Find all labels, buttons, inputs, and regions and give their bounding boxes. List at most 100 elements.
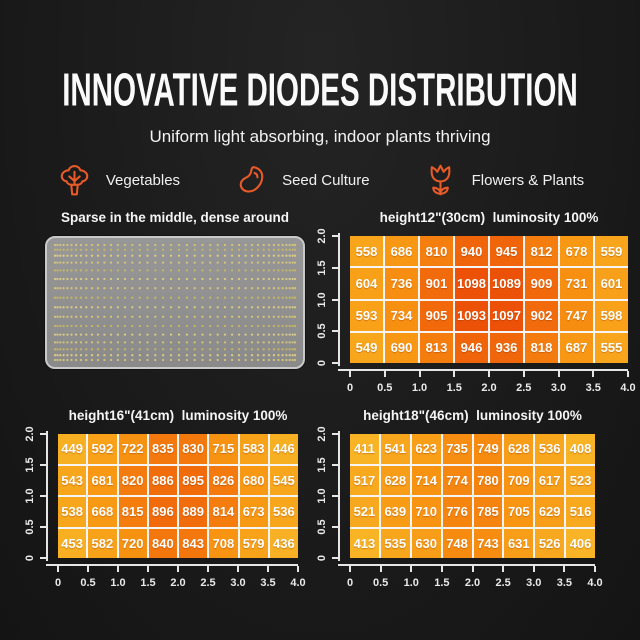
x-axis-tick bbox=[522, 371, 525, 377]
x-axis-tick bbox=[627, 371, 629, 377]
x-axis-tick bbox=[237, 566, 239, 572]
heatmap-cell: 813 bbox=[420, 332, 453, 363]
x-axis-tick-label: 3.0 bbox=[550, 382, 567, 394]
heatmap-cell: 526 bbox=[535, 528, 565, 558]
x-axis-tick-label: 4.0 bbox=[290, 577, 306, 589]
x-axis-line bbox=[46, 564, 298, 566]
x-axis-tick-label: 3.5 bbox=[556, 577, 573, 589]
heatmap-cell: 776 bbox=[442, 497, 472, 527]
quadrant-chart-height16: height16"(41cm) luminosity 100% 449 592 72… bbox=[0, 400, 320, 630]
heatmap-cell: 889 bbox=[179, 497, 208, 527]
category-label: Flowers & Plants bbox=[471, 172, 585, 189]
heatmap-cell: 617 bbox=[535, 465, 565, 495]
x-axis-tick-label: 1.5 bbox=[446, 382, 462, 394]
heatmap-cell: 536 bbox=[269, 497, 298, 527]
heatmap-cell: 687 bbox=[560, 332, 593, 363]
heatmap-cell: 843 bbox=[179, 528, 208, 558]
x-axis-tick-label: 2.0 bbox=[464, 577, 481, 589]
heatmap-cell: 631 bbox=[504, 528, 534, 558]
heatmap-cell: 543 bbox=[58, 465, 87, 495]
heatmap-cell: 736 bbox=[385, 268, 418, 299]
x-axis-tick-label: 3.5 bbox=[260, 577, 276, 589]
heatmap-cell: 709 bbox=[504, 465, 534, 495]
heatmap-cell: 668 bbox=[88, 497, 117, 527]
y-axis-tick-label: 1.5 bbox=[24, 457, 36, 473]
content-grid: Sparse in the middle, dense around heigh… bbox=[0, 210, 640, 630]
x-axis-tick bbox=[383, 371, 386, 377]
quadrant-chart-height18: height18"(46cm) luminosity 100% 411 541 62… bbox=[316, 400, 640, 630]
heatmap-cell: 630 bbox=[411, 528, 441, 558]
category-label: Seed Culture bbox=[282, 172, 370, 189]
heatmap-cell: 946 bbox=[455, 332, 488, 363]
x-axis-tick bbox=[563, 566, 566, 572]
y-axis-tick bbox=[332, 266, 338, 269]
x-axis-tick bbox=[440, 566, 443, 572]
heatmap-cell: 909 bbox=[525, 268, 558, 299]
x-axis-tick-label: 0 bbox=[54, 577, 62, 589]
x-axis-tick bbox=[87, 566, 89, 572]
x-axis-tick bbox=[594, 566, 596, 572]
x-axis-tick-label: 4.0 bbox=[587, 577, 603, 589]
heatmap-cell: 639 bbox=[380, 497, 410, 527]
heatmap-cell: 830 bbox=[179, 434, 208, 464]
y-axis-tick bbox=[332, 330, 338, 333]
heatmap-cell: 582 bbox=[88, 528, 117, 558]
heatmap-cell: 1089 bbox=[490, 268, 523, 299]
x-axis-tick-label: 0 bbox=[346, 577, 354, 589]
y-axis-line bbox=[338, 431, 340, 561]
heatmap-cell: 592 bbox=[88, 434, 117, 464]
y-axis-tick bbox=[332, 464, 338, 466]
x-axis-tick-label: 3.0 bbox=[230, 577, 246, 589]
heatmap-cell: 747 bbox=[560, 300, 593, 331]
x-axis-tick-label: 2.5 bbox=[495, 577, 511, 589]
x-axis-line bbox=[338, 369, 628, 371]
heatmap-cell: 896 bbox=[148, 497, 177, 527]
heatmap-cell: 734 bbox=[385, 300, 418, 331]
heatmap-cell: 1097 bbox=[490, 300, 523, 331]
heatmap-cell: 598 bbox=[595, 300, 628, 331]
x-axis-tick bbox=[147, 566, 149, 572]
heatmap-cell: 629 bbox=[535, 497, 565, 527]
heatmap-cell: 517 bbox=[350, 465, 379, 495]
heatmap-cell: 710 bbox=[411, 497, 441, 527]
heatmap-cell: 748 bbox=[442, 528, 472, 558]
x-axis-tick-label: 1.5 bbox=[434, 577, 450, 589]
diode-dot-field bbox=[53, 243, 297, 362]
heatmap-cell: 835 bbox=[148, 434, 177, 464]
quadrant-diode-layout: Sparse in the middle, dense around bbox=[0, 210, 320, 400]
category-label: Vegetables bbox=[105, 172, 181, 189]
x-axis-tick-label: 2.5 bbox=[516, 382, 532, 394]
y-axis-tick-label: 2.0 bbox=[316, 426, 328, 442]
heatmap-cell: 810 bbox=[420, 236, 453, 267]
heatmap-cell: 905 bbox=[420, 300, 453, 331]
x-axis-tick bbox=[488, 371, 490, 377]
heatmap-cell: 901 bbox=[420, 268, 453, 299]
heatmap-cell: 558 bbox=[350, 236, 383, 267]
heatmap-cell: 673 bbox=[239, 497, 268, 527]
heatmap-cell: 722 bbox=[118, 434, 147, 464]
chart-title-height18: height18"(46cm) luminosity 100% bbox=[363, 408, 582, 423]
y-axis-tick-label: 1.0 bbox=[316, 291, 328, 308]
y-axis-tick bbox=[332, 557, 338, 559]
heatmap-cell: 690 bbox=[385, 332, 418, 363]
heatmap-cell: 521 bbox=[350, 497, 379, 527]
y-axis-tick-label: 0 bbox=[316, 554, 328, 562]
heatmap-cell: 406 bbox=[566, 528, 595, 558]
heatmap-grid: 411 541 623 735 749 628 536 408 517 628 714 774 780 7… bbox=[316, 426, 603, 589]
heatmap-cell: 940 bbox=[455, 236, 488, 267]
chart-title-height12: height12"(30cm) luminosity 100% bbox=[379, 210, 599, 225]
y-axis-tick-label: 2.0 bbox=[24, 426, 36, 442]
heatmap-cell: 902 bbox=[525, 300, 558, 331]
x-axis-tick bbox=[57, 566, 59, 572]
heatmap-cell: 749 bbox=[473, 434, 503, 464]
heatmap-cell: 840 bbox=[148, 528, 177, 558]
heatmap-cell: 545 bbox=[269, 465, 298, 495]
y-axis-tick-label: 0 bbox=[316, 359, 328, 367]
heatmap-cell: 686 bbox=[385, 236, 418, 267]
x-axis-tick-label: 3.0 bbox=[526, 577, 542, 589]
y-axis-tick bbox=[332, 495, 338, 497]
heatmap-cell: 408 bbox=[566, 434, 595, 464]
x-axis-tick-label: 1.0 bbox=[110, 577, 126, 589]
category-flowers-plants: Flowers & Plants bbox=[422, 162, 585, 199]
